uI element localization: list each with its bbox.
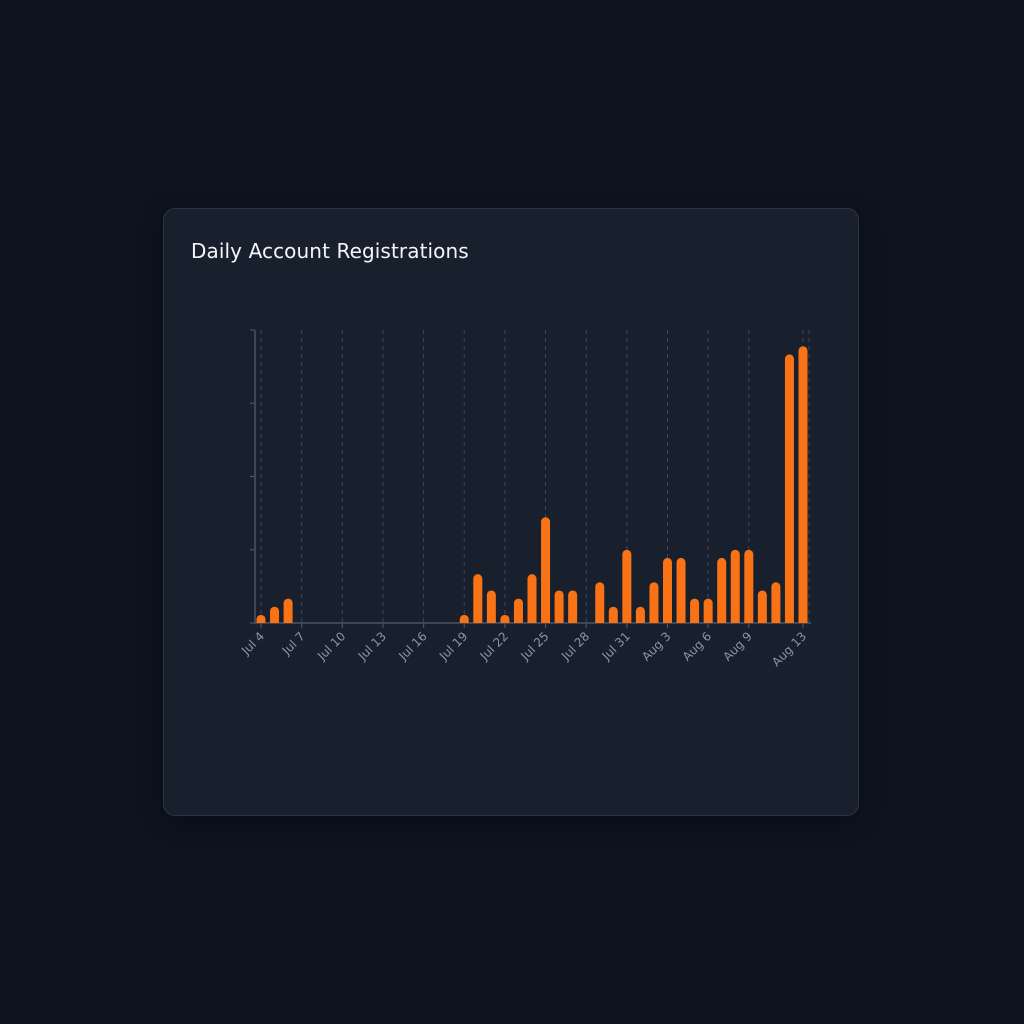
x-tick-label: Jul 28 [558,629,592,663]
bar[interactable] [608,606,618,627]
bar[interactable] [473,574,483,627]
x-tick-label: Jul 31 [599,629,633,663]
bar-layer [256,346,808,627]
chart-card: Daily Account Registrations Jul 4 Jul 7 Ju… [163,208,859,816]
bar[interactable] [771,582,781,627]
x-tick-label: Jul 16 [395,629,429,663]
x-tick-label: Jul 25 [517,629,551,663]
bar[interactable] [256,614,266,627]
bar[interactable] [270,606,280,627]
bar[interactable] [663,557,672,627]
bar[interactable] [283,598,293,627]
bar[interactable] [703,598,713,627]
x-tick-label: Aug 13 [769,629,809,669]
bar[interactable] [717,557,727,627]
bar[interactable] [622,549,632,627]
bar[interactable] [554,590,564,627]
bar[interactable] [595,582,605,627]
bar[interactable] [500,614,510,627]
x-tick-label: Jul 7 [279,629,308,658]
x-tick-label: Jul 22 [477,629,511,663]
bar[interactable] [568,590,578,627]
grid-layer [260,330,810,623]
x-tick-label: Jul 10 [314,629,348,663]
bar[interactable] [486,590,496,627]
x-tick-label: Aug 6 [680,629,715,664]
bar[interactable] [513,598,523,627]
bar[interactable] [744,549,754,627]
x-tick-labels: Jul 4 Jul 7 Jul 10 Jul 13 Jul 16 Jul 19 Jul 22… [238,629,809,669]
chart-title: Daily Account Registrations [191,239,469,263]
bar[interactable] [541,517,551,627]
bar[interactable] [784,354,794,627]
bar[interactable] [757,590,767,627]
x-tick-label: Aug 9 [720,629,755,664]
x-tick-label: Jul 4 [238,629,267,658]
bar[interactable] [635,606,645,627]
bar[interactable] [676,557,686,627]
bar[interactable] [649,582,659,627]
bar[interactable] [459,614,469,627]
x-tick-label: Aug 3 [639,629,674,664]
bar[interactable] [527,574,537,627]
x-tick-label: Jul 19 [436,629,470,663]
bar[interactable] [730,549,740,627]
x-tick-label: Jul 13 [355,629,389,663]
bar[interactable] [690,598,700,627]
bar[interactable] [798,346,808,627]
bar-chart: Jul 4 Jul 7 Jul 10 Jul 13 Jul 16 Jul 19 Jul 22… [238,329,811,669]
